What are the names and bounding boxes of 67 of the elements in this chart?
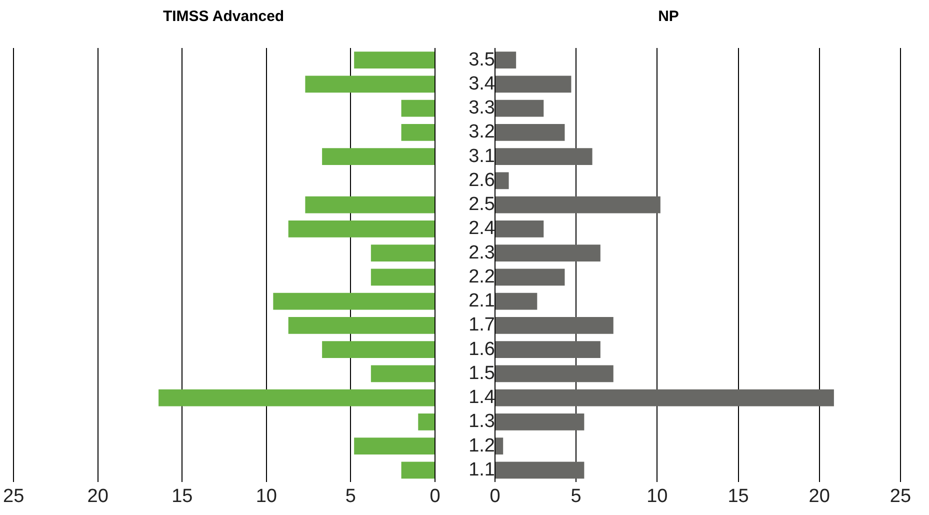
bar — [496, 244, 600, 262]
bar — [496, 148, 592, 165]
bar — [322, 341, 434, 358]
chart-title: TIMSS Advanced — [162, 8, 284, 26]
bar — [370, 365, 434, 382]
x-tick-label: 20 — [808, 486, 830, 507]
y-tick-label: 3.4 — [468, 73, 496, 94]
bar — [401, 462, 434, 479]
x-tick-label: 15 — [728, 486, 749, 507]
y-tick-label: 3.3 — [468, 98, 495, 119]
bar — [288, 316, 434, 334]
bar — [305, 196, 434, 214]
x-tick-label: 25 — [890, 486, 912, 507]
bar — [496, 365, 614, 382]
y-tick-label: 3.1 — [468, 146, 495, 167]
y-tick-label: 2.1 — [468, 290, 495, 312]
x-tick-label: 10 — [646, 486, 668, 507]
bar — [496, 172, 509, 190]
x-tick-label: 5 — [570, 486, 582, 507]
bar — [158, 389, 434, 406]
x-tick-label: 0 — [490, 486, 500, 507]
bar — [418, 413, 434, 430]
y-tick-label: 2.3 — [468, 242, 495, 264]
bar — [401, 124, 434, 141]
bar — [370, 244, 434, 262]
x-tick-label: 5 — [345, 486, 356, 507]
bar — [496, 316, 614, 334]
bar — [305, 76, 434, 93]
bar — [370, 268, 434, 286]
y-tick-label: 3.2 — [468, 122, 495, 143]
y-tick-label: 1.6 — [468, 338, 495, 360]
bar — [496, 124, 565, 141]
y-tick-label: 2.4 — [468, 218, 496, 240]
bar — [496, 292, 538, 310]
bar — [354, 52, 434, 69]
bar — [496, 52, 516, 69]
x-tick-label: 0 — [430, 486, 440, 507]
y-tick-label: 2.2 — [468, 266, 495, 288]
bar — [273, 292, 434, 310]
bar — [354, 438, 434, 454]
bar — [496, 438, 504, 454]
bar — [496, 196, 660, 214]
chart-title: NP — [658, 8, 679, 26]
x-tick-label: 10 — [256, 486, 277, 507]
x-tick-label: 15 — [172, 486, 193, 507]
y-tick-label: 1.7 — [468, 314, 495, 336]
bar — [496, 268, 565, 286]
x-tick-label: 20 — [87, 486, 108, 507]
bar — [496, 76, 572, 93]
y-tick-label: 1.3 — [468, 411, 495, 432]
y-tick-label: 2.5 — [468, 194, 495, 216]
y-tick-label: 3.5 — [468, 49, 495, 70]
bar — [496, 462, 584, 479]
bar — [496, 341, 600, 358]
bar — [288, 220, 434, 238]
x-tick-label: 25 — [2, 486, 24, 507]
y-tick-label: 1.2 — [468, 435, 495, 456]
y-tick-label: 1.5 — [468, 362, 495, 384]
bar — [496, 413, 584, 430]
bar — [496, 100, 544, 117]
bar — [401, 100, 434, 117]
bar — [496, 389, 834, 406]
y-tick-label: 1.1 — [468, 459, 495, 480]
bar — [496, 220, 544, 238]
bar — [322, 148, 434, 165]
y-tick-label: 2.6 — [468, 170, 495, 191]
y-tick-label: 1.4 — [468, 387, 496, 408]
